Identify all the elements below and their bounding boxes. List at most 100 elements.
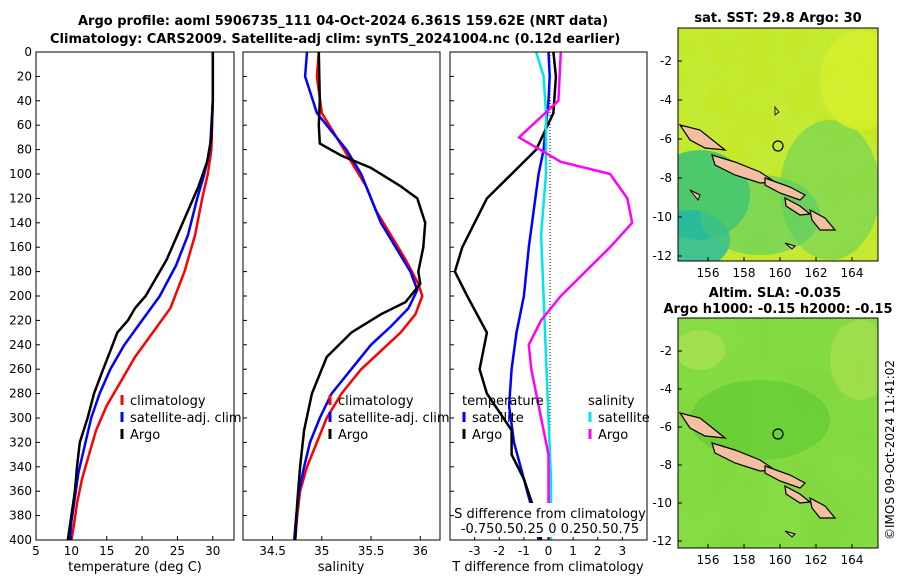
legend-title: salinity	[588, 394, 635, 409]
xtick-label: 36	[413, 544, 428, 558]
legend-label: climatology	[130, 394, 206, 409]
map-ytick-label: -12	[652, 534, 672, 548]
map-ytick-label: -10	[652, 210, 672, 224]
ytick-label: 340	[9, 460, 32, 474]
ytick-label: 180	[9, 265, 32, 279]
xtick-label: 0	[545, 544, 553, 558]
salinity-xlabel: salinity	[318, 560, 365, 575]
map-xtick-label: 162	[805, 553, 828, 567]
xtick-label: 25	[170, 544, 185, 558]
map-xtick-label: 164	[841, 266, 864, 280]
xtick-label: 35	[314, 544, 329, 558]
series-salinity-climatology	[293, 51, 424, 541]
difference-xlabel: T difference from climatology	[451, 560, 644, 575]
sst-map	[678, 28, 878, 261]
xtick-label: 10	[64, 544, 79, 558]
legend-label: Argo	[338, 428, 368, 443]
series-difference-t-argo	[453, 51, 558, 541]
sst-islands	[678, 105, 837, 250]
ytick-label: 140	[9, 216, 32, 230]
ytick-label: 20	[17, 69, 32, 83]
ytick-label: 380	[9, 509, 32, 523]
sst-map-frame	[677, 27, 879, 262]
xtick-label: -2	[493, 544, 505, 558]
temperature-xlabel: temperature (deg C)	[68, 560, 202, 575]
xtick-label: 5	[32, 544, 40, 558]
series-difference-s-satellite	[535, 51, 553, 540]
sst-argo-marker	[772, 140, 784, 152]
legend-label: satellite-adj. clim	[130, 411, 242, 426]
map-ytick-label: -6	[660, 420, 672, 434]
map-xtick-label: 160	[769, 553, 792, 567]
ytick-label: 160	[9, 240, 32, 254]
sst-map-title: sat. SST: 29.8 Argo: 30	[694, 11, 861, 26]
legend-title: temperature	[462, 394, 544, 409]
sla-islands	[678, 412, 837, 538]
credit-text: ©IMOS 09-Oct-2024 11:41:02	[883, 360, 897, 540]
legend-label: Argo	[598, 428, 628, 443]
difference-x2label: S difference from climatology	[454, 507, 646, 522]
map-xtick-label: 158	[733, 266, 756, 280]
series-salinity-satellite-adj-clim	[292, 51, 419, 541]
legend-label: satellite	[598, 411, 650, 426]
xtick-label: -1	[518, 544, 530, 558]
map-xtick-label: 164	[841, 553, 864, 567]
sla-map-title-2: Argo h1000: -0.15 h2000: -0.15	[663, 302, 892, 317]
salinity-panel: 34.5 35 35.5 36 salinity climatology satelli…	[242, 51, 450, 575]
legend-label: Argo	[472, 428, 502, 443]
ytick-label: 240	[9, 338, 32, 352]
legend-label: satellite-adj. clim	[338, 411, 450, 426]
s-axis-background	[455, 503, 645, 537]
ytick-label: 400	[9, 533, 32, 547]
map-ytick-label: -2	[660, 344, 672, 358]
sla-map-title-1: Altim. SLA: -0.035	[709, 286, 841, 301]
map-xtick-label: 156	[697, 553, 720, 567]
map-ytick-label: -12	[652, 249, 672, 263]
xtick-label: 1	[569, 544, 577, 558]
map-ytick-label: -6	[660, 132, 672, 146]
ytick-label: 220	[9, 313, 32, 327]
ytick-label: 120	[9, 191, 32, 205]
xtick-label: 35.5	[358, 544, 385, 558]
xtick-label: 15	[99, 544, 114, 558]
ytick-label: 0	[24, 45, 32, 59]
ytick-label: 60	[17, 118, 32, 132]
xtick-label: 30	[205, 544, 220, 558]
ytick-label: 260	[9, 362, 32, 376]
sla-map	[678, 318, 878, 548]
ytick-label: 360	[9, 484, 32, 498]
map-ytick-label: -4	[660, 382, 672, 396]
series-difference-s-argo	[517, 51, 634, 540]
map-ytick-label: -10	[652, 496, 672, 510]
title-line-1: Argo profile: aoml 5906735_111 04-Oct-20…	[78, 14, 609, 29]
xtick-label: -3	[469, 544, 481, 558]
legend-label: satellite	[472, 411, 524, 426]
temperature-panel: 5 10 15 20 25 3002040608010012014016018020022…	[9, 45, 242, 575]
difference-panel: -3 -2 -1 0 1 2 3 T difference from climatology…	[449, 51, 650, 575]
xtick-label: 34.5	[259, 544, 286, 558]
ytick-label: 320	[9, 435, 32, 449]
map-ytick-label: -8	[660, 171, 672, 185]
ytick-label: 100	[9, 167, 32, 181]
ytick-label: 80	[17, 143, 32, 157]
sla-map-frame	[677, 317, 879, 549]
legend-label: climatology	[338, 394, 414, 409]
ytick-label: 280	[9, 387, 32, 401]
ytick-label: 300	[9, 411, 32, 425]
ytick-label: 200	[9, 289, 32, 303]
map-ytick-label: -2	[660, 54, 672, 68]
series-temperature-climatology	[70, 52, 215, 541]
map-xtick-label: 160	[769, 266, 792, 280]
title-line-2: Climatology: CARS2009. Satellite-adj cli…	[50, 32, 621, 47]
difference-x2ticks: -0.750.50.25 0 0.250.50.75	[461, 522, 639, 537]
xtick-label: 3	[619, 544, 627, 558]
map-xtick-label: 156	[697, 266, 720, 280]
map-xtick-label: 162	[805, 266, 828, 280]
ytick-label: 40	[17, 94, 32, 108]
xtick-label: 20	[134, 544, 149, 558]
map-ytick-label: -8	[660, 458, 672, 472]
map-ytick-label: -4	[660, 93, 672, 107]
xtick-label: 2	[594, 544, 602, 558]
sla-argo-marker	[772, 428, 784, 440]
